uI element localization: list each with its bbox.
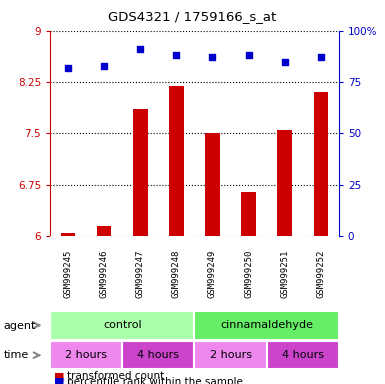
Bar bbox=[194, 311, 339, 340]
Point bbox=[246, 52, 252, 58]
Text: ■: ■ bbox=[54, 371, 64, 381]
Text: ■: ■ bbox=[54, 377, 64, 384]
Text: GSM999246: GSM999246 bbox=[100, 250, 109, 298]
Text: control: control bbox=[103, 320, 142, 331]
Text: GSM999248: GSM999248 bbox=[172, 250, 181, 298]
Text: cinnamaldehyde: cinnamaldehyde bbox=[220, 320, 313, 331]
Bar bbox=[122, 341, 194, 369]
Text: 4 hours: 4 hours bbox=[137, 350, 179, 360]
Text: GSM999249: GSM999249 bbox=[208, 250, 217, 298]
Text: transformed count: transformed count bbox=[67, 371, 165, 381]
Point bbox=[65, 65, 71, 71]
Text: time: time bbox=[4, 350, 29, 360]
Text: GSM999247: GSM999247 bbox=[136, 250, 145, 298]
Text: GSM999251: GSM999251 bbox=[280, 250, 289, 298]
Text: GSM999250: GSM999250 bbox=[244, 250, 253, 298]
Point bbox=[209, 55, 216, 61]
Point bbox=[173, 52, 179, 58]
Text: 2 hours: 2 hours bbox=[209, 350, 251, 360]
Bar bbox=[97, 226, 111, 236]
Text: 2 hours: 2 hours bbox=[65, 350, 107, 360]
Text: GSM999252: GSM999252 bbox=[316, 250, 325, 298]
Bar bbox=[241, 192, 256, 236]
Text: 4 hours: 4 hours bbox=[282, 350, 324, 360]
Bar bbox=[194, 341, 266, 369]
Bar bbox=[205, 134, 220, 236]
Bar bbox=[313, 93, 328, 236]
Text: agent: agent bbox=[4, 321, 36, 331]
Bar bbox=[278, 130, 292, 236]
Point bbox=[318, 55, 324, 61]
Point bbox=[137, 46, 143, 52]
Bar bbox=[169, 86, 184, 236]
Bar bbox=[61, 233, 75, 236]
Text: GSM999245: GSM999245 bbox=[64, 250, 73, 298]
Text: percentile rank within the sample: percentile rank within the sample bbox=[67, 377, 243, 384]
Point bbox=[281, 58, 288, 65]
Bar bbox=[133, 109, 147, 236]
Bar bbox=[50, 311, 194, 340]
Point bbox=[101, 63, 107, 69]
Bar bbox=[50, 341, 122, 369]
Text: GDS4321 / 1759166_s_at: GDS4321 / 1759166_s_at bbox=[108, 10, 277, 23]
Bar bbox=[266, 341, 339, 369]
